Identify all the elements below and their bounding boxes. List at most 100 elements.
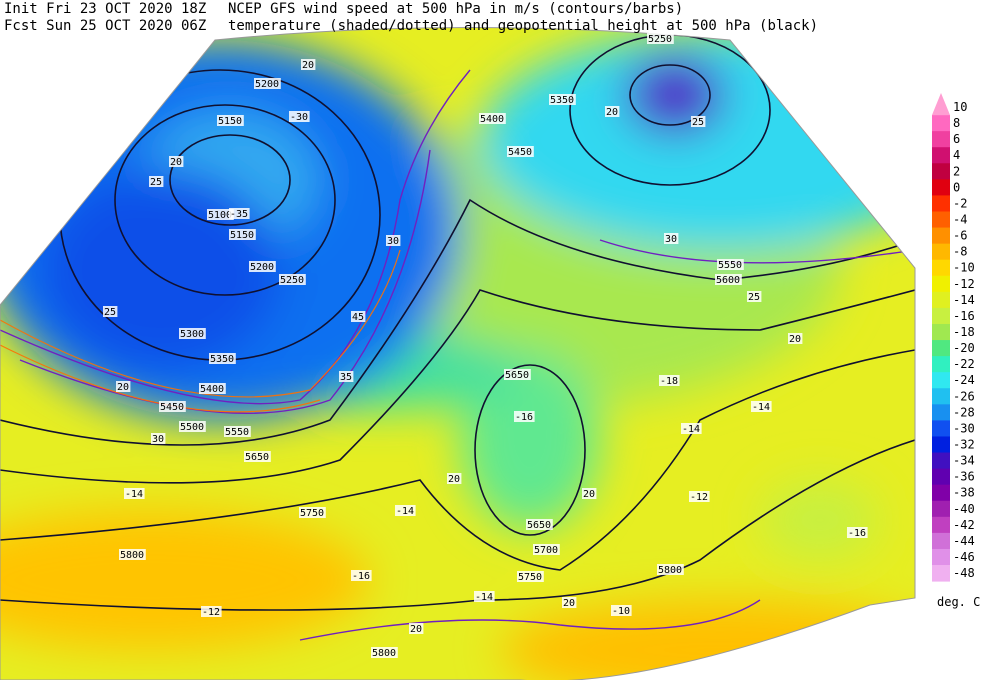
label-background [249, 261, 276, 272]
colorbar-label: -24 [953, 373, 975, 387]
contour-label: 20 [170, 157, 182, 168]
label-background [659, 375, 680, 386]
contour-label: 30 [387, 236, 399, 247]
colorbar-box [932, 436, 950, 454]
label-background [169, 156, 184, 167]
contour-label: 5350 [210, 354, 234, 365]
contour-label: 5700 [534, 545, 558, 556]
label-background [244, 451, 271, 462]
colorbar-box [932, 388, 950, 405]
colorbar-box [932, 516, 950, 534]
contour-label: 20 [448, 474, 460, 485]
contour-label: -35 [230, 209, 248, 220]
label-background [201, 606, 222, 617]
label-background [124, 488, 145, 499]
contour-labels: 5200 5150 5100 5150 5200 5250 5300 5350 5400 5450… [103, 33, 868, 659]
contour-label: -30 [290, 112, 308, 123]
colorbar-box [932, 195, 950, 212]
contour-label: -14 [125, 489, 143, 500]
label-background [605, 106, 620, 117]
label-background [151, 433, 166, 444]
label-background [657, 564, 684, 575]
contour-label: 5250 [648, 34, 672, 45]
colorbar-label: -40 [953, 502, 975, 516]
label-background [289, 111, 310, 122]
colorbar-label: -10 [953, 261, 975, 275]
contour-label: -12 [202, 607, 220, 618]
colorbar-box [932, 548, 950, 566]
label-background [116, 381, 131, 392]
label-background [517, 571, 544, 582]
colorbar-label: -26 [953, 389, 975, 403]
colorbar-box [932, 500, 950, 518]
label-background [217, 115, 244, 126]
label-background [279, 274, 306, 285]
label-background [159, 401, 186, 412]
label-background [533, 544, 560, 555]
label-background [371, 647, 398, 658]
colorbar-label: -34 [953, 454, 975, 468]
contour-label: 5300 [180, 329, 204, 340]
colorbar-cap [932, 93, 950, 115]
label-background [689, 491, 710, 502]
colorbar-box [932, 468, 950, 486]
colorbar-box [932, 115, 950, 132]
label-background [409, 623, 424, 634]
colorbar-box [932, 179, 950, 196]
colorbar-label: -18 [953, 325, 975, 339]
colorbar-label: -48 [953, 566, 975, 580]
colorbar-label: -16 [953, 309, 975, 323]
contour-label: 20 [563, 598, 575, 609]
contour-label: 30 [152, 434, 164, 445]
contour-label: 5100 [208, 210, 232, 221]
colorbar-box [932, 565, 950, 582]
label-background [647, 33, 674, 44]
contour-label: 5450 [160, 402, 184, 413]
contour-label: -16 [515, 412, 533, 423]
label-background [103, 306, 118, 317]
contour-label: 20 [117, 382, 129, 393]
label-background [788, 333, 803, 344]
title-line-1: NCEP GFS wind speed at 500 hPa in m/s (c… [228, 1, 683, 17]
colorbar-label: -44 [953, 534, 975, 548]
label-background [507, 146, 534, 157]
contour-label: 5800 [120, 550, 144, 561]
colorbar-box [932, 340, 950, 357]
colorbar-box [932, 323, 950, 341]
label-background [479, 113, 506, 124]
colorbar-label: -46 [953, 550, 975, 564]
label-background [747, 291, 762, 302]
colorbar-unit: deg. C [937, 595, 980, 609]
contour-label: 5550 [718, 260, 742, 271]
colorbar-label: -32 [953, 437, 975, 451]
contour-label: 5150 [230, 230, 254, 241]
label-background [209, 353, 236, 364]
contour-label: 5400 [200, 384, 224, 395]
contour-label: 5800 [372, 648, 396, 659]
label-background [149, 176, 164, 187]
colorbar-label: -30 [953, 421, 975, 435]
label-background [514, 411, 535, 422]
contour-label: 20 [410, 624, 422, 635]
contour-label: 5500 [180, 422, 204, 433]
label-background [179, 421, 206, 432]
colorbar-label: -14 [953, 293, 975, 307]
contour-label: 5350 [550, 95, 574, 106]
colorbar-label: 8 [953, 116, 960, 130]
colorbar-label: -22 [953, 357, 975, 371]
contour-label: 20 [789, 334, 801, 345]
contour-label: 5150 [218, 116, 242, 127]
colorbar-box [932, 259, 950, 277]
colorbar-label: 4 [953, 148, 960, 162]
label-background [562, 597, 577, 608]
label-background [299, 507, 326, 518]
label-background [254, 78, 281, 89]
label-background [681, 423, 702, 434]
colorbar-box [932, 307, 950, 325]
colorbar-label: -28 [953, 405, 975, 419]
colorbar-label: 2 [953, 164, 960, 178]
contour-label: 25 [104, 307, 116, 318]
colorbar-box [932, 131, 950, 148]
contour-label: -14 [475, 592, 493, 603]
